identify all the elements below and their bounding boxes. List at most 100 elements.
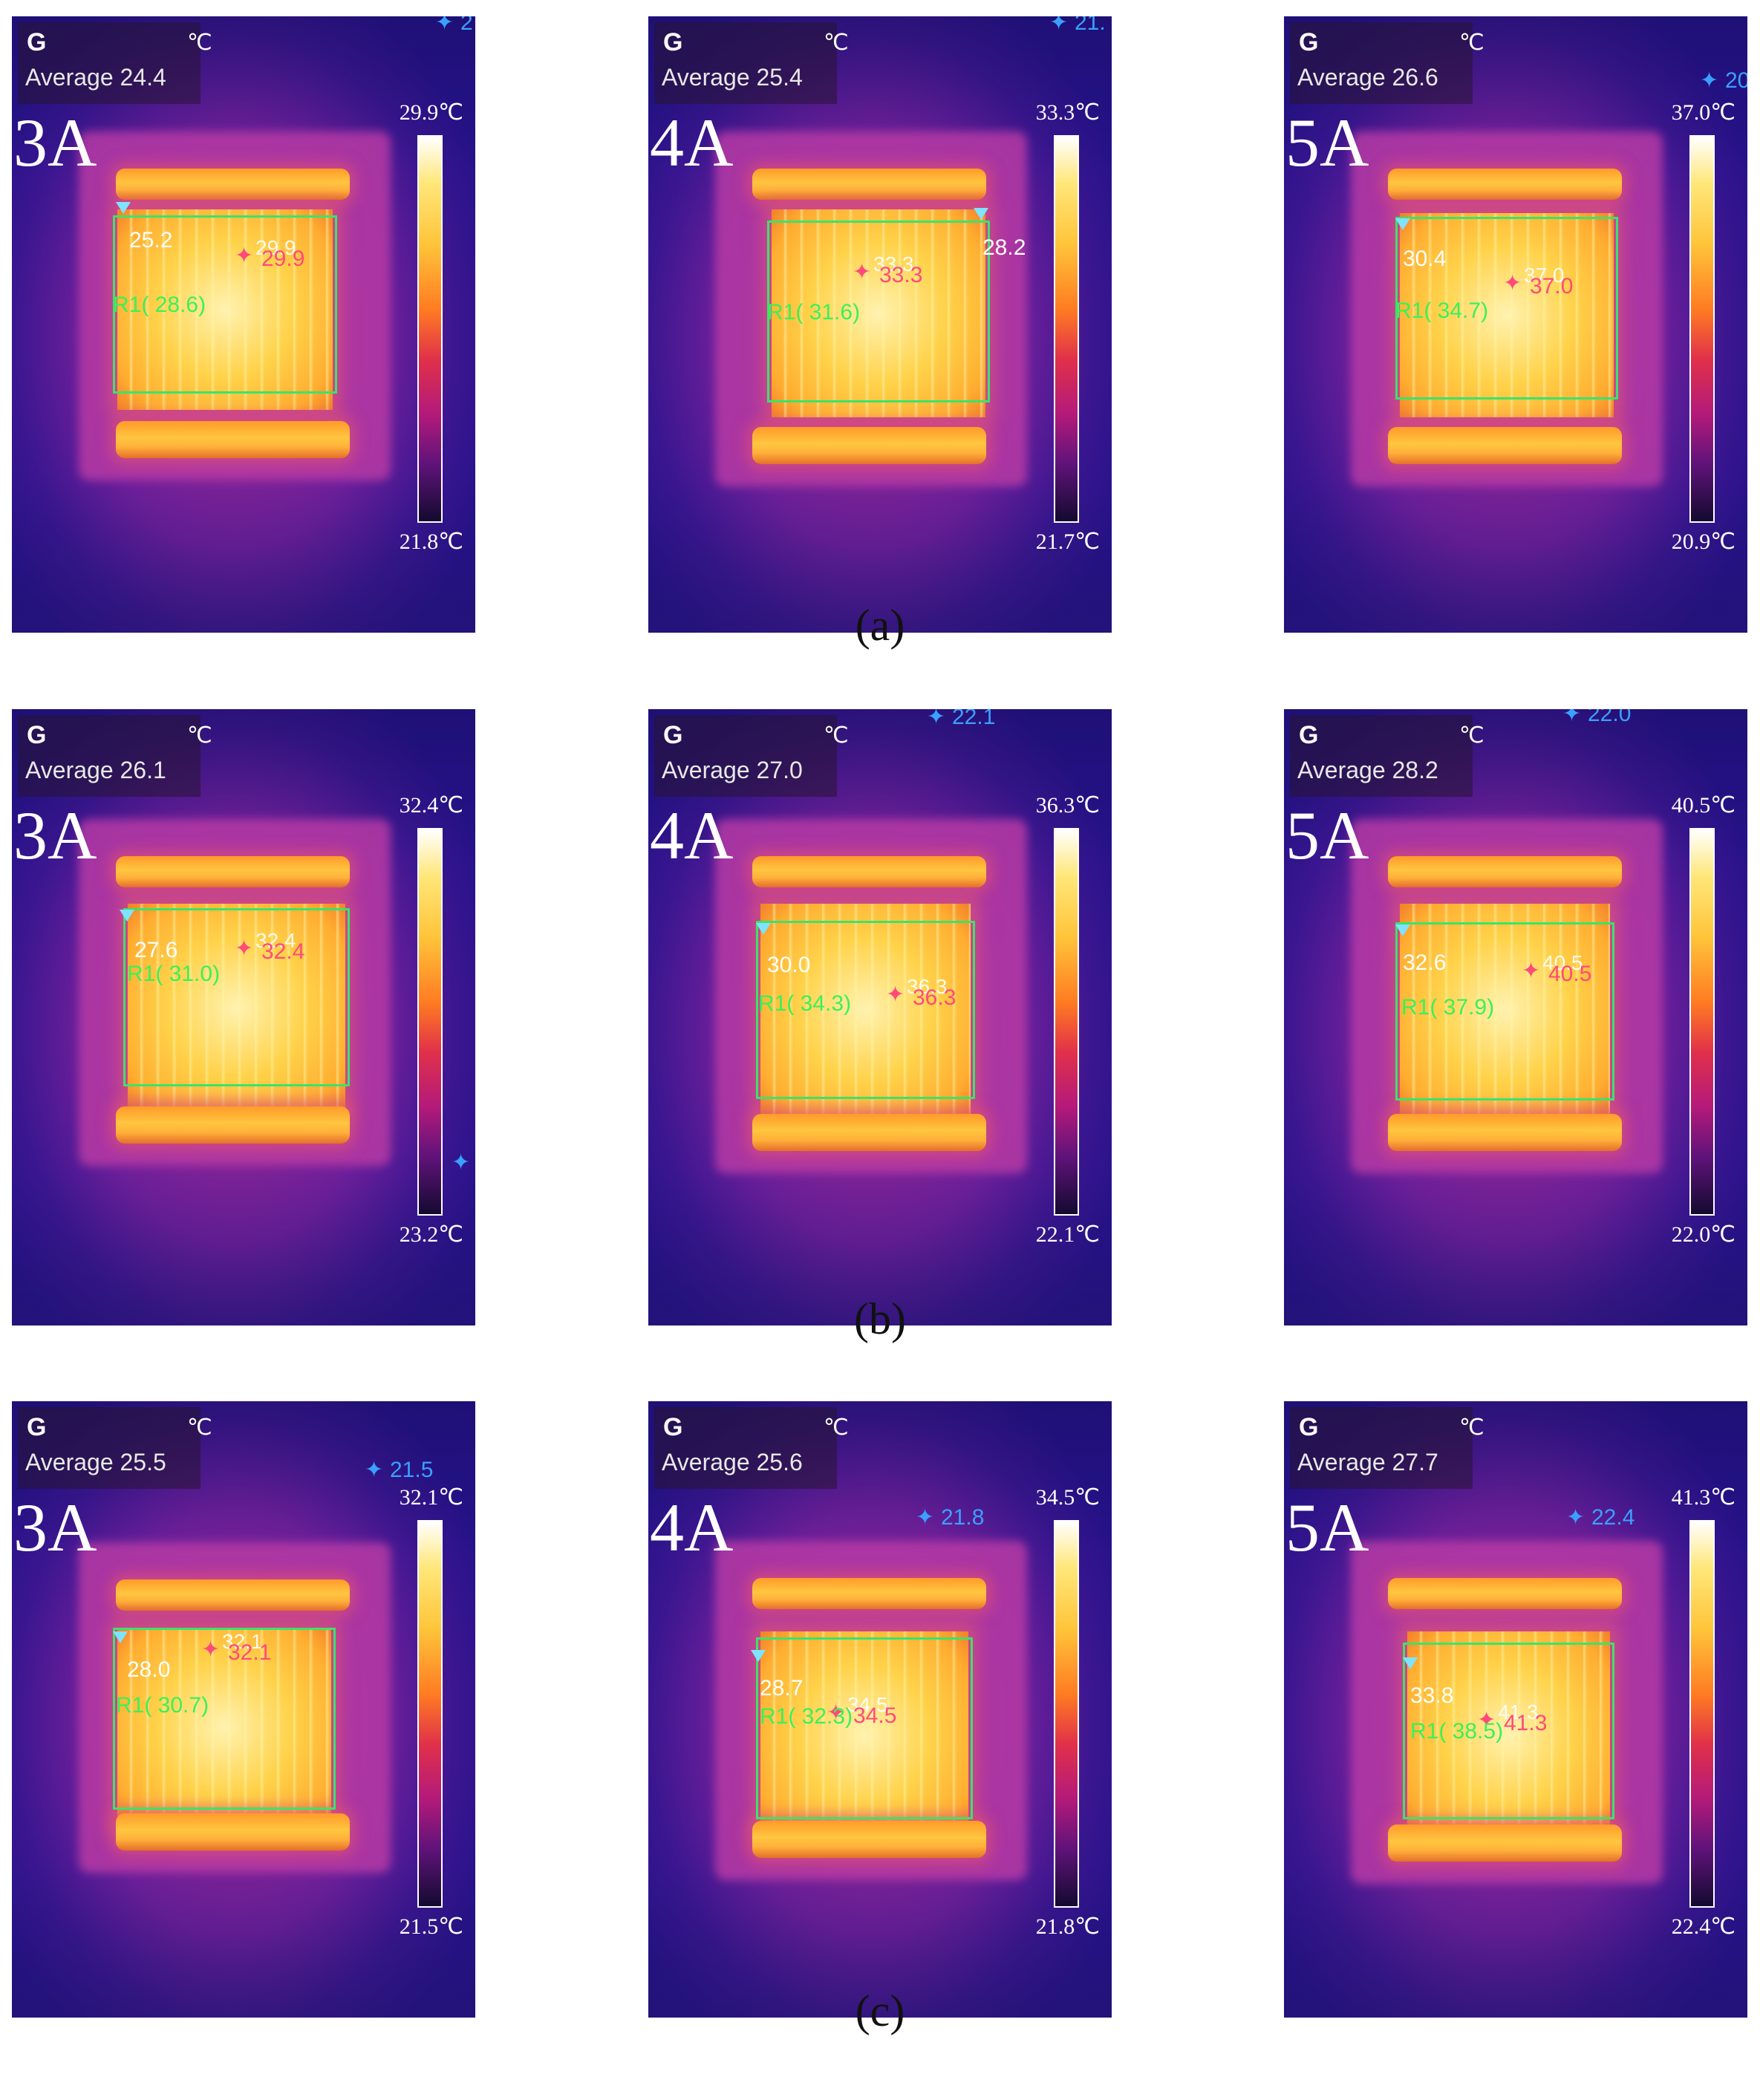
thermal-image-panel: G ℃ Average 26.6 5A 37.0℃ 20.9℃ 30.4 ✦ 37.0 37.0 R…	[1284, 16, 1747, 633]
top-heating-strip	[116, 1579, 350, 1611]
top-heating-strip	[1388, 1578, 1622, 1609]
roi-r1-label: R1( 34.3)	[758, 991, 851, 1017]
temperature-unit-label: ℃	[824, 1415, 849, 1440]
scale-max-label: 32.1℃	[399, 1485, 463, 1510]
average-temperature: Average 25.5	[25, 1449, 166, 1475]
max-temperature-white: 32.1	[222, 1630, 263, 1653]
temperature-unit-label: ℃	[1459, 723, 1484, 748]
top-heating-strip	[752, 1578, 986, 1609]
scale-max-label: 37.0℃	[1671, 100, 1735, 125]
scale-min-label: 22.4℃	[1671, 1914, 1735, 1939]
max-temperature-white: 37.0	[1524, 264, 1565, 287]
thermal-image-panel: G ℃ Average 27.7 5A 41.3℃ 22.4℃ 33.8 ✦ 41.3 41.3 R…	[1284, 1401, 1747, 2018]
roi-name: R1	[1395, 299, 1424, 323]
spot-marker-triangle-icon	[116, 202, 131, 214]
color-scale-bar	[417, 828, 443, 1216]
bottom-heating-strip	[1388, 427, 1622, 464]
roi-box-r1	[123, 908, 350, 1086]
average-temperature: Average 25.6	[662, 1449, 803, 1475]
average-temperature: Average 26.6	[1297, 64, 1438, 91]
top-heating-strip	[116, 856, 350, 887]
max-temperature-red: 32.4	[261, 939, 305, 964]
temperature-unit-label: ℃	[187, 30, 212, 55]
temperature-unit-label: ℃	[824, 723, 849, 748]
thermal-image-panel: G ℃ Average 24.4 3A 29.9℃ 21.8℃ 25.2 ✦ 29.9 29.9 R…	[12, 16, 475, 633]
hot-spot-marker-icon: ✦	[201, 1637, 221, 1662]
roi-r1-label: R1( 32.3)	[760, 1704, 853, 1729]
roi-name: R1	[113, 293, 142, 317]
bottom-heating-strip	[116, 421, 350, 458]
color-scale-bar	[417, 135, 443, 523]
min-temperature: 22.1	[952, 709, 996, 729]
overlay-header	[18, 1407, 201, 1489]
hot-spot-marker-icon: ✦	[1503, 271, 1522, 296]
average-temperature: Average 27.0	[662, 757, 803, 783]
heating-core	[1400, 213, 1614, 417]
scale-max-label: 36.3℃	[1035, 793, 1100, 818]
roi-average-value: ( 37.9)	[1430, 995, 1495, 1020]
current-label: 5A	[1285, 1490, 1369, 1565]
scale-max-label: 29.9℃	[399, 100, 463, 125]
overlay-header	[654, 1407, 837, 1489]
max-temperature-red: 33.3	[879, 263, 923, 287]
cold-spot-marker-icon: ✦	[452, 1150, 471, 1175]
top-heating-strip	[116, 169, 350, 200]
hot-spot-marker-icon: ✦	[886, 982, 905, 1007]
thermal-image-panel: G ℃ Average 25.5 3A 32.1℃ 21.5℃ 28.0 ✦ 32.1 32.1 R…	[12, 1401, 475, 2018]
gain-mode-label: G	[1299, 1413, 1319, 1441]
roi-name: R1	[1410, 1719, 1439, 1744]
spot-marker-triangle-icon	[756, 923, 771, 935]
max-temperature-red: 34.5	[853, 1703, 897, 1728]
color-scale-bar	[1689, 135, 1715, 523]
spot-temperature: 30.4	[1403, 247, 1447, 271]
max-temperature-red: 29.9	[261, 247, 305, 271]
figure-caption: (c)	[855, 1986, 905, 2035]
heating-core	[772, 209, 985, 417]
min-temperature: 22.0	[1588, 709, 1632, 726]
cold-spot-marker-icon: ✦	[1049, 16, 1069, 35]
gain-mode-label: G	[1299, 28, 1319, 56]
max-temperature-red: 37.0	[1530, 274, 1574, 299]
roi-box-r1	[1403, 1643, 1614, 1819]
thermal-image-panel: G ℃ Average 25.6 4A 34.5℃ 21.8℃ 28.7 ✦ 34.5 34.5 R…	[648, 1401, 1112, 2018]
hot-spot-marker-icon: ✦	[235, 936, 254, 961]
average-temperature: Average 27.7	[1297, 1449, 1438, 1475]
cold-spot-marker-icon: ✦	[365, 1458, 384, 1482]
gain-mode-label: G	[663, 28, 683, 56]
hot-spot-marker-icon: ✦	[827, 1700, 846, 1725]
color-scale-bar	[1054, 135, 1079, 523]
roi-r1-label: R1( 30.7)	[116, 1693, 209, 1718]
roi-average-value: ( 28.6)	[141, 293, 206, 317]
roi-name: R1	[758, 991, 787, 1016]
roi-average-value: ( 32.3)	[788, 1704, 853, 1729]
spot-temperature: 28.7	[760, 1676, 804, 1700]
roi-r1-label: R1( 31.6)	[767, 300, 860, 325]
spot-marker-triangle-icon	[1395, 925, 1410, 936]
current-label: 3A	[13, 1490, 97, 1565]
heating-core	[128, 904, 345, 1112]
max-temperature-white: 41.3	[1498, 1700, 1539, 1724]
roi-average-value: ( 30.7)	[144, 1693, 209, 1718]
current-label: 4A	[650, 105, 734, 180]
spot-temperature: 33.8	[1410, 1683, 1454, 1708]
color-scale-bar	[1054, 1520, 1079, 1908]
max-temperature-red: 32.1	[228, 1640, 272, 1665]
hot-spot-marker-icon: ✦	[1477, 1708, 1496, 1732]
bottom-heating-strip	[1388, 1825, 1622, 1862]
min-temperature: 21.	[1075, 16, 1106, 35]
roi-r1-label: R1( 38.5)	[1410, 1719, 1503, 1744]
max-temperature-red: 40.5	[1548, 962, 1592, 986]
max-temperature-red: 41.3	[1504, 1711, 1548, 1735]
bottom-heating-strip	[752, 1114, 986, 1151]
min-temperature: 22.4	[1591, 1505, 1635, 1530]
roi-box-r1	[767, 221, 990, 402]
roi-average-value: ( 38.5)	[1438, 1719, 1504, 1744]
gain-mode-label: G	[27, 721, 47, 749]
roi-box-r1	[756, 921, 975, 1099]
spot-marker-triangle-icon	[120, 910, 134, 922]
current-label: 4A	[650, 1490, 734, 1565]
current-label: 3A	[13, 105, 97, 180]
roi-box-r1	[113, 1628, 336, 1810]
roi-name: R1	[1401, 995, 1430, 1020]
color-scale-bar	[1689, 1520, 1715, 1908]
